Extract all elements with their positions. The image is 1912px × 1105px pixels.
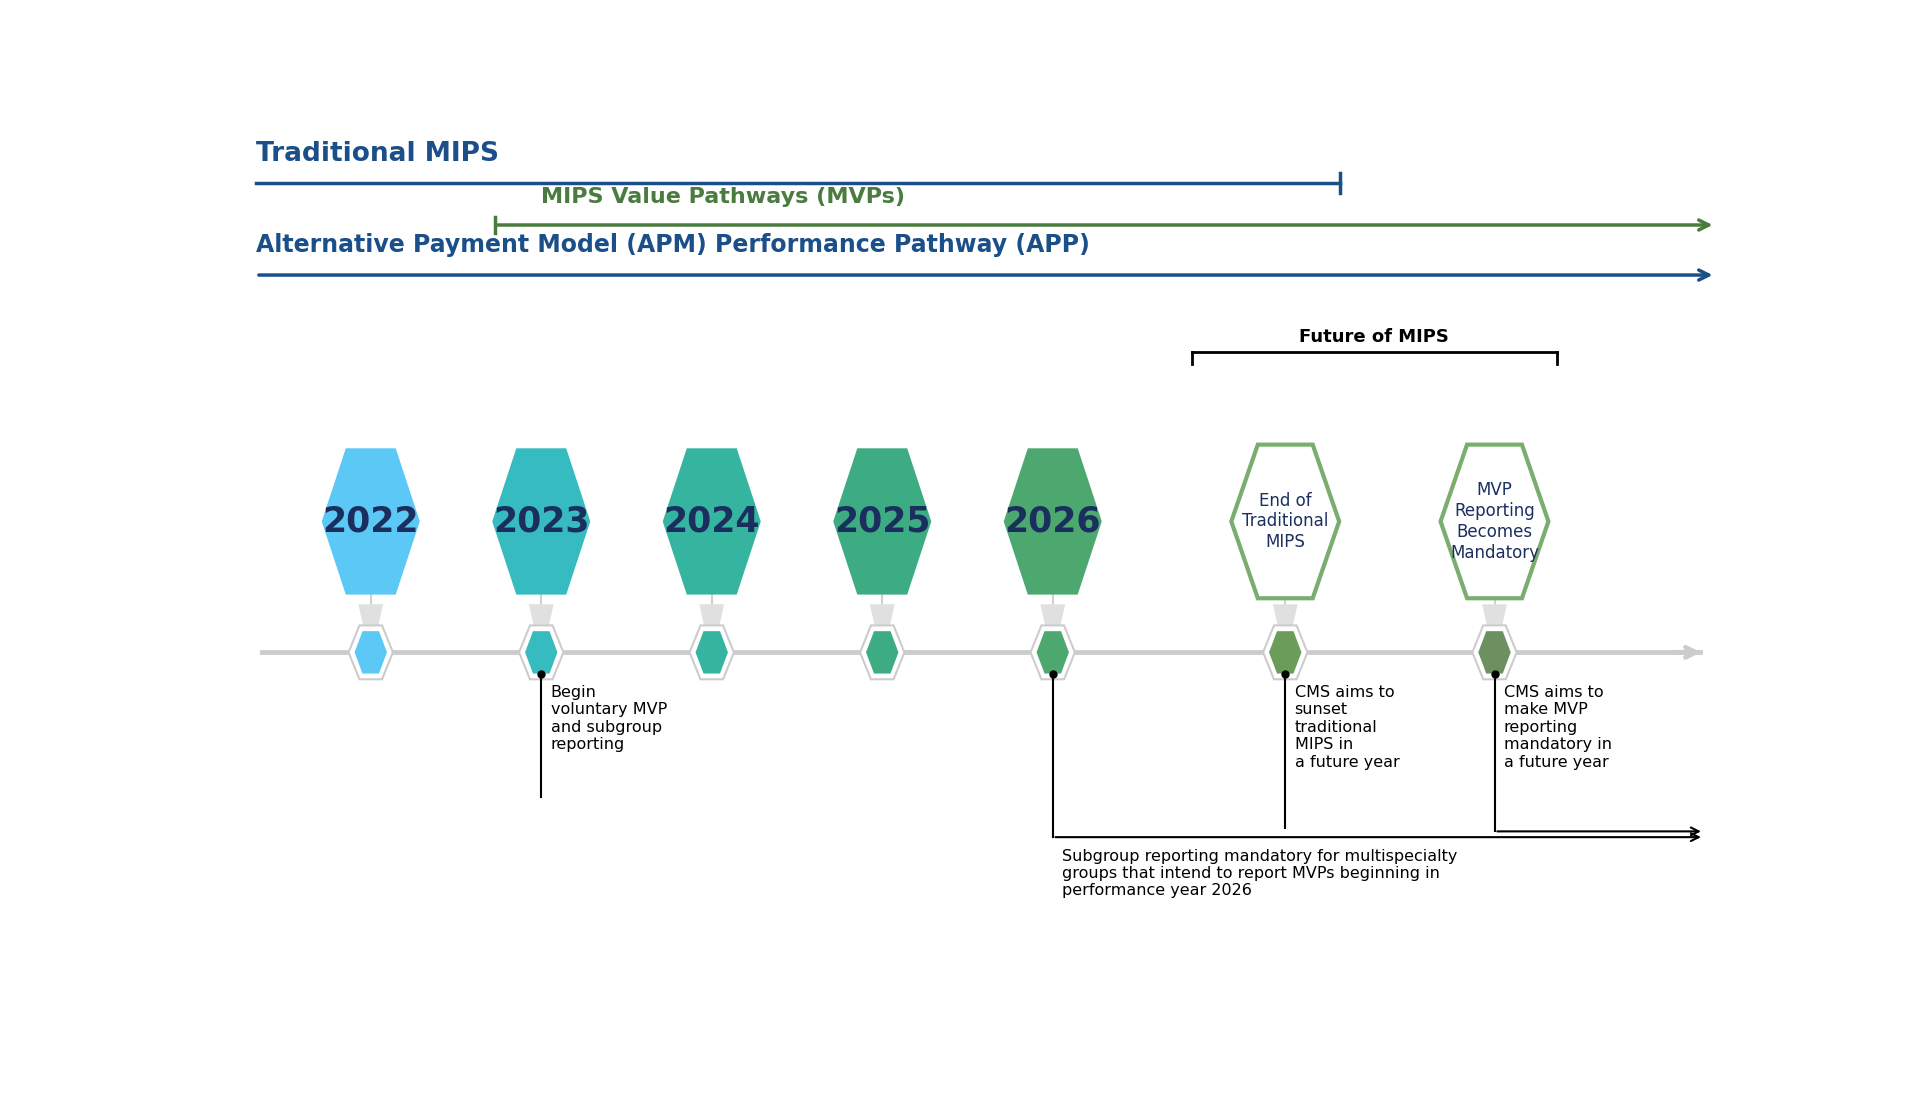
- Text: MVP
Reporting
Becomes
Mandatory: MVP Reporting Becomes Mandatory: [1449, 482, 1539, 561]
- Polygon shape: [518, 625, 564, 680]
- Text: End of
Traditional
MIPS: End of Traditional MIPS: [1243, 492, 1329, 551]
- Polygon shape: [1270, 631, 1302, 674]
- Polygon shape: [866, 631, 899, 674]
- Polygon shape: [491, 449, 591, 594]
- Polygon shape: [1040, 604, 1065, 625]
- Polygon shape: [663, 449, 761, 594]
- Polygon shape: [1264, 625, 1308, 680]
- Polygon shape: [860, 625, 904, 680]
- Polygon shape: [1273, 604, 1298, 625]
- Text: 2023: 2023: [493, 505, 589, 538]
- Text: Future of MIPS: Future of MIPS: [1300, 328, 1449, 346]
- Polygon shape: [696, 631, 728, 674]
- Polygon shape: [870, 604, 895, 625]
- Text: Traditional MIPS: Traditional MIPS: [256, 141, 499, 167]
- Polygon shape: [1036, 631, 1069, 674]
- Polygon shape: [1440, 444, 1549, 598]
- Polygon shape: [1004, 449, 1101, 594]
- Polygon shape: [700, 604, 725, 625]
- Polygon shape: [526, 631, 558, 674]
- Polygon shape: [690, 625, 734, 680]
- Polygon shape: [1482, 604, 1507, 625]
- Text: MIPS Value Pathways (MVPs): MIPS Value Pathways (MVPs): [541, 187, 904, 208]
- Text: CMS aims to
make MVP
reporting
mandatory in
a future year: CMS aims to make MVP reporting mandatory…: [1505, 685, 1612, 770]
- Polygon shape: [358, 604, 382, 625]
- Text: 2022: 2022: [323, 505, 419, 538]
- Polygon shape: [1031, 625, 1075, 680]
- Text: 2025: 2025: [834, 505, 931, 538]
- Text: 2024: 2024: [663, 505, 759, 538]
- Text: Alternative Payment Model (APM) Performance Pathway (APP): Alternative Payment Model (APM) Performa…: [256, 233, 1090, 257]
- Polygon shape: [348, 625, 392, 680]
- Polygon shape: [1231, 444, 1338, 598]
- Polygon shape: [354, 631, 386, 674]
- Polygon shape: [1472, 625, 1516, 680]
- Text: Begin
voluntary MVP
and subgroup
reporting: Begin voluntary MVP and subgroup reporti…: [551, 685, 667, 753]
- Text: Subgroup reporting mandatory for multispecialty
groups that intend to report MVP: Subgroup reporting mandatory for multisp…: [1061, 849, 1457, 898]
- Polygon shape: [530, 604, 554, 625]
- Text: 2026: 2026: [1004, 505, 1101, 538]
- Polygon shape: [321, 449, 421, 594]
- Polygon shape: [834, 449, 931, 594]
- Polygon shape: [1478, 631, 1510, 674]
- Text: CMS aims to
sunset
traditional
MIPS in
a future year: CMS aims to sunset traditional MIPS in a…: [1294, 685, 1400, 770]
